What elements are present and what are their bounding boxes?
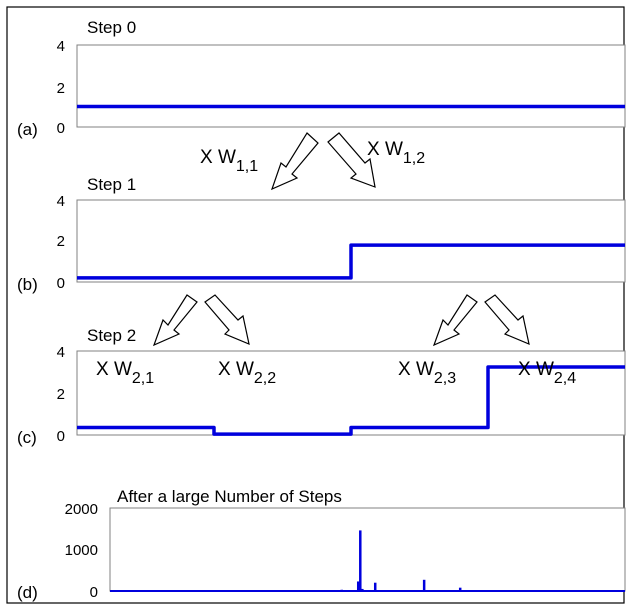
- y-tick-label: 2000: [65, 501, 98, 518]
- panel-label-c: (c): [17, 428, 37, 447]
- arrow-w21: [152, 294, 198, 347]
- annotation-w21: X W2,1: [96, 359, 154, 387]
- panel-b: 4 2 0: [57, 193, 626, 292]
- y-tick-label: 2: [57, 386, 65, 403]
- y-tick-label: 2: [57, 80, 65, 97]
- annotation-w24: X W2,4: [518, 359, 576, 387]
- arrow-w24: [484, 294, 530, 345]
- annotation-w23: X W2,3: [398, 359, 456, 387]
- panel-c: 4 2 0: [57, 344, 626, 445]
- y-tick-label: 2: [57, 233, 65, 250]
- y-tick-label: 4: [57, 344, 65, 361]
- outer-frame: [6, 6, 625, 604]
- arrow-w22: [204, 294, 250, 345]
- series-line: [77, 243, 625, 280]
- y-tick-label: 0: [57, 428, 65, 445]
- panel-label-a: (a): [17, 120, 38, 139]
- arrow-w11: [270, 132, 319, 191]
- y-tick-label: 0: [57, 275, 65, 292]
- panel-d: 2000 1000 0: [65, 501, 626, 601]
- plot-frame: [76, 350, 626, 436]
- plot-frame: [109, 507, 626, 592]
- title-c: Step 2: [87, 326, 136, 345]
- y-tick-label: 0: [90, 584, 98, 601]
- title-d: After a large Number of Steps: [117, 487, 342, 506]
- annotation-w11: X W1,1: [200, 147, 258, 175]
- arrow-w12: [327, 132, 376, 188]
- plot-frame: [76, 44, 626, 128]
- panel-label-b: (b): [17, 275, 38, 294]
- title-a: Step 0: [87, 18, 136, 37]
- y-tick-label: 1000: [65, 542, 98, 559]
- annotation-w12: X W1,2: [367, 139, 425, 167]
- series-line: [77, 365, 625, 436]
- panel-label-d: (d): [17, 583, 38, 602]
- y-tick-label: 0: [57, 120, 65, 137]
- arrow-w23: [432, 294, 478, 347]
- y-tick-label: 4: [57, 38, 65, 55]
- y-tick-label: 4: [57, 193, 65, 210]
- annotation-w22: X W2,2: [218, 359, 276, 387]
- panel-a: 4 2 0: [57, 38, 626, 137]
- title-b: Step 1: [87, 175, 136, 194]
